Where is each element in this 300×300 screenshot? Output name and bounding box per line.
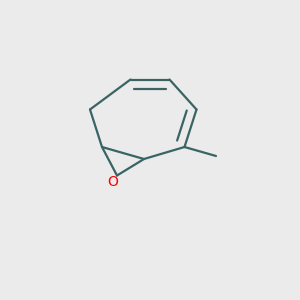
Text: O: O (107, 176, 118, 189)
